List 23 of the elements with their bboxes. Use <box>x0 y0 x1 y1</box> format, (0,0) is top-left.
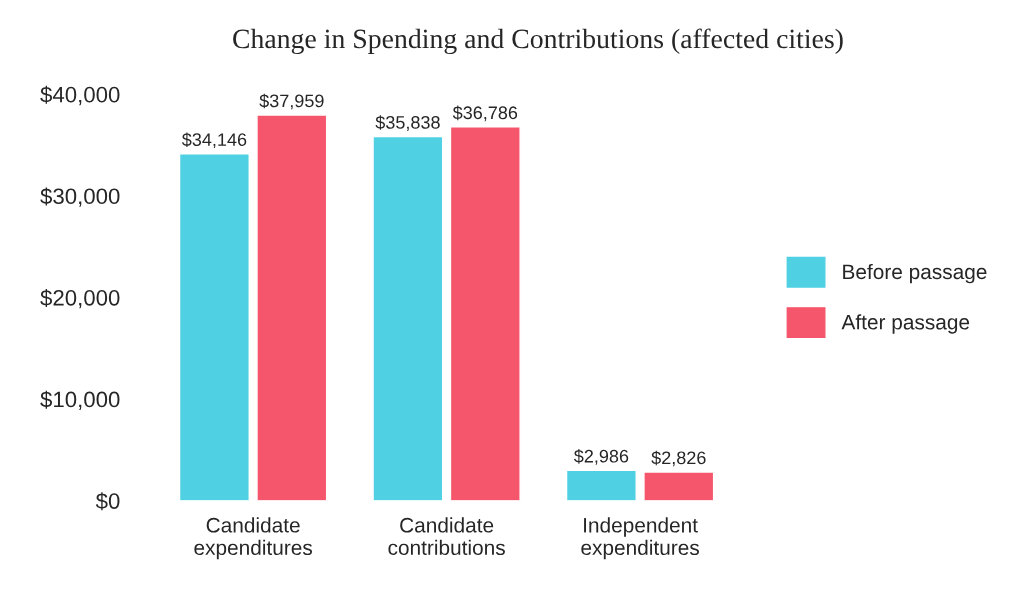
y-tick-label: $40,000 <box>40 85 120 106</box>
bar <box>643 471 715 501</box>
x-tick-label: Candidate expenditures <box>194 517 313 560</box>
data-label: $35,838 <box>375 115 440 131</box>
y-tick-label: $20,000 <box>40 289 120 309</box>
data-label: $34,146 <box>181 132 247 149</box>
x-tick-label: Candidate contributions <box>388 517 505 556</box>
y-tick-label: $10,000 <box>40 390 120 410</box>
bar <box>256 114 328 501</box>
x-tick-label: Independent expenditures <box>581 517 699 560</box>
bar <box>372 135 444 501</box>
data-label: $2,986 <box>573 449 629 465</box>
bar <box>449 126 521 501</box>
legend-label: After passage <box>841 314 970 334</box>
y-tick-label: $30,000 <box>40 187 120 207</box>
data-label: $36,786 <box>452 105 518 122</box>
data-label: $2,826 <box>651 450 706 467</box>
y-tick-label: $0 <box>95 492 120 511</box>
data-label: $37,959 <box>259 93 324 110</box>
bar <box>178 153 250 501</box>
legend-label: Before passage <box>843 263 987 284</box>
bar <box>565 469 637 501</box>
chart-title: Change in Spending and Contributions (affected cities) <box>233 28 843 55</box>
